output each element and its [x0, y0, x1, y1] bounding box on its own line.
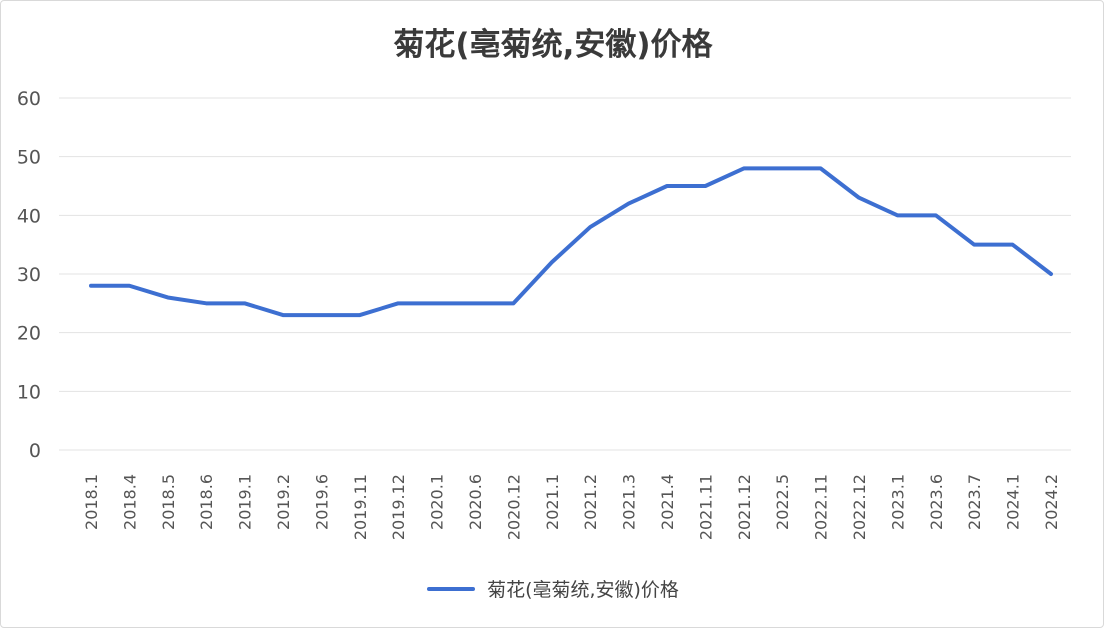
x-tick-label: 2022.12: [850, 474, 869, 540]
x-tick-label: 2022.5: [773, 474, 792, 530]
x-tick-label: 2019.6: [312, 474, 331, 530]
x-tick-label: 2024.1: [1004, 474, 1023, 530]
x-tick-label: 2020.1: [428, 474, 447, 530]
legend-swatch: [427, 586, 476, 591]
x-tick-label: 2019.2: [274, 474, 293, 530]
y-tick-label: 30: [17, 264, 41, 286]
x-tick-label: 2023.1: [888, 474, 907, 530]
x-tick-label: 2023.7: [965, 474, 984, 530]
x-tick-label: 2023.6: [927, 474, 946, 530]
chart-title: 菊花(亳菊统,安徽)价格: [393, 27, 713, 63]
x-tick-label: 2021.2: [581, 474, 600, 530]
legend-label: 菊花(亳菊统,安徽)价格: [487, 579, 679, 601]
x-tick-label: 2022.11: [812, 474, 831, 540]
x-tick-label: 2020.12: [504, 474, 523, 540]
x-tick-label: 2018.5: [159, 474, 178, 530]
x-tick-label: 2021.3: [620, 474, 639, 530]
x-tick-label: 2024.2: [1042, 474, 1061, 530]
y-tick-label: 40: [17, 205, 41, 227]
x-tick-label: 2018.1: [82, 474, 101, 530]
series-line: [89, 166, 1053, 318]
x-tick-label: 2019.11: [351, 474, 370, 540]
x-tick-label: 2020.6: [466, 474, 485, 530]
x-tick-label: 2018.6: [197, 474, 216, 530]
x-tick-label: 2018.4: [120, 474, 139, 530]
legend: 菊花(亳菊统,安徽)价格: [1, 575, 1104, 602]
x-tick-label: 2021.1: [543, 474, 562, 530]
x-tick-label: 2019.12: [389, 474, 408, 540]
x-tick-label: 2019.1: [236, 474, 255, 530]
y-tick-label: 10: [17, 381, 41, 403]
x-tick-label: 2021.4: [658, 474, 677, 530]
x-tick-label: 2021.12: [735, 474, 754, 540]
y-tick-label: 50: [17, 147, 41, 169]
x-tick-label: 2021.11: [696, 474, 715, 540]
y-tick-label: 60: [17, 88, 41, 110]
y-tick-label: 20: [17, 323, 41, 345]
y-tick-label: 0: [29, 440, 41, 462]
